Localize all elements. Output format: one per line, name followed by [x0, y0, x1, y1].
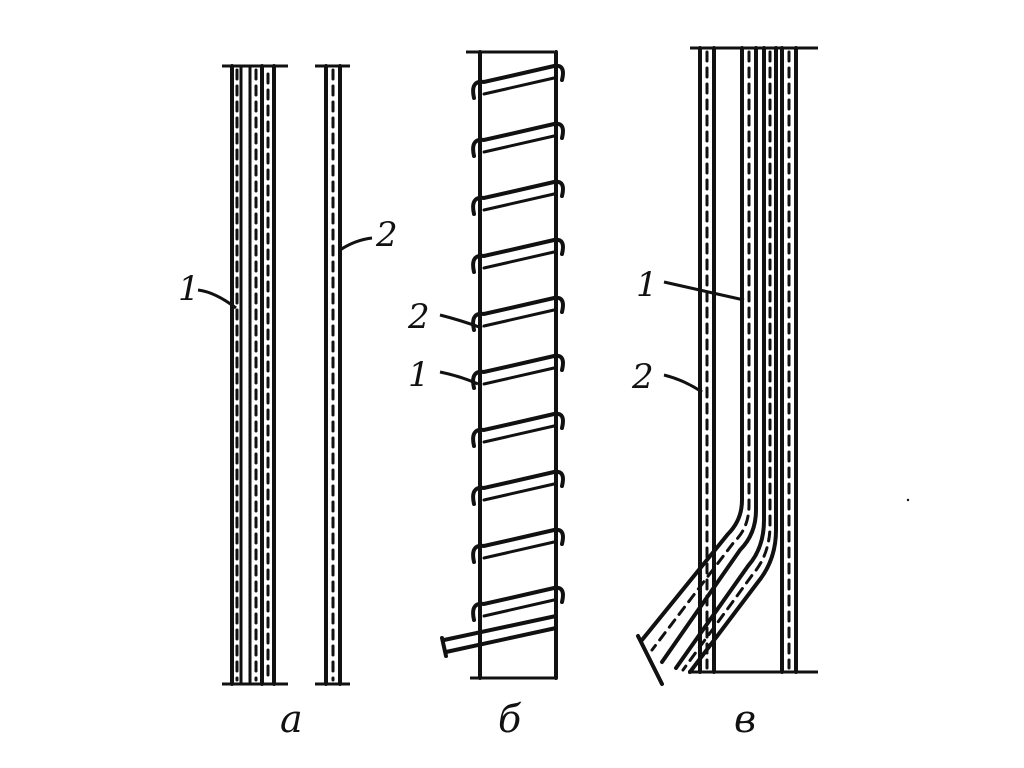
panel-b-callout-2: 2: [407, 297, 430, 337]
helical-rib: [471, 469, 565, 506]
panel-c-callout-2: 2: [631, 357, 654, 397]
panel-c-callout-1: 1: [636, 265, 658, 305]
helical-rib: [471, 353, 565, 390]
panel-b-helical-wire: [471, 63, 565, 622]
helical-rib: [471, 121, 565, 158]
helical-rib: [471, 527, 565, 564]
panel-c-leader-2: [663, 373, 703, 394]
helical-rib-inner: [482, 424, 556, 444]
helical-rib-inner: [482, 308, 556, 328]
panel-b-wire-end: [442, 614, 558, 654]
helical-rib-inner: [482, 482, 556, 502]
panel-c-straight-bar-right: [780, 46, 798, 674]
helical-rib: [471, 295, 565, 332]
helical-rib-inner: [482, 134, 556, 154]
panel-a: 1 2 а: [178, 64, 398, 741]
panel-b-leader-1: [439, 370, 479, 386]
panel-a-bar-bundle: [230, 64, 276, 686]
panel-a-leader-2: [339, 236, 373, 252]
panel-a-caption: а: [280, 697, 303, 741]
panel-a-single-bar: [324, 64, 342, 686]
helical-rib: [471, 237, 565, 274]
panel-a-callout-2: 2: [375, 215, 398, 255]
helical-rib-inner: [482, 192, 556, 212]
helical-rib: [471, 585, 565, 622]
helical-rib-inner: [482, 366, 556, 386]
helical-rib: [471, 63, 565, 100]
panel-c-straight-bar-left: [698, 46, 716, 674]
helical-rib-inner: [482, 540, 556, 560]
stray-mark: [906, 498, 910, 502]
panel-c-caption: в: [734, 697, 756, 741]
panel-c-leader-1: [663, 280, 745, 302]
panel-b-callout-1: 1: [408, 355, 430, 395]
helical-rib-inner: [482, 76, 556, 96]
panel-c: 1 2 в: [631, 46, 818, 741]
helical-rib-inner: [482, 250, 556, 270]
helical-rib: [471, 411, 565, 448]
helical-rib-inner: [482, 598, 556, 618]
helical-rib: [471, 179, 565, 216]
panel-a-callout-1: 1: [178, 269, 200, 309]
panel-c-bent-bar: [636, 46, 778, 686]
panel-a-leader-1: [197, 288, 237, 310]
panel-b-leader-2: [439, 313, 483, 330]
panel-b: 2 1 б: [407, 50, 565, 741]
panel-b-caption: б: [498, 697, 522, 741]
